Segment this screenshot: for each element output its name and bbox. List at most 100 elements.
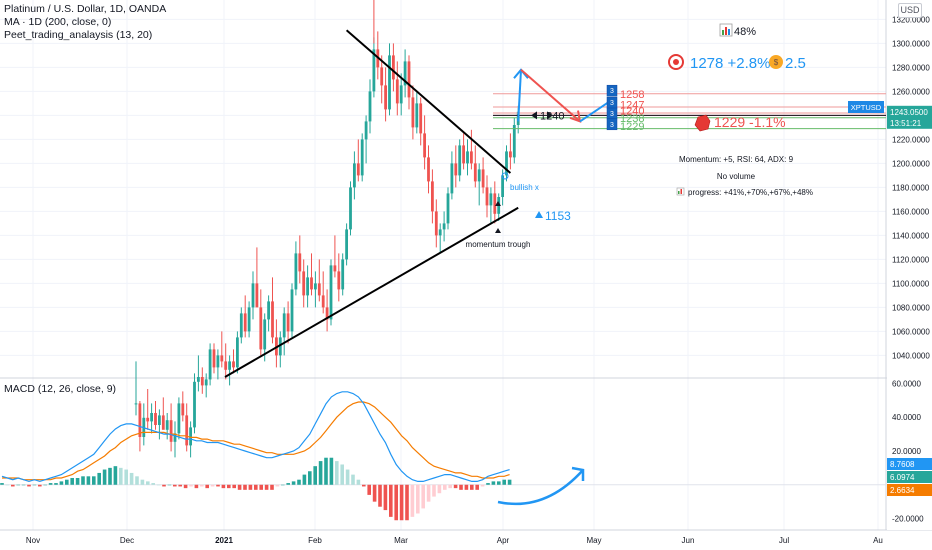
stop-sign-icon bbox=[694, 114, 711, 132]
candle-body bbox=[177, 403, 181, 434]
candle-body bbox=[271, 301, 274, 338]
stats-icon-bar bbox=[725, 27, 727, 35]
macd-histogram-bar bbox=[140, 479, 145, 485]
candle-body bbox=[477, 169, 481, 182]
price-tick-label: 1100.0000 bbox=[892, 279, 930, 288]
macd-tick-label: 40.0000 bbox=[892, 413, 921, 422]
price-axis-bg bbox=[887, 0, 932, 530]
money-bag-icon bbox=[769, 55, 783, 69]
candle-body bbox=[314, 283, 317, 290]
candle-body bbox=[216, 355, 220, 368]
candle-body bbox=[454, 163, 458, 176]
macd-histogram-bar bbox=[48, 483, 53, 485]
macd-histogram-bar bbox=[281, 484, 285, 486]
macd-histogram-bar bbox=[475, 484, 479, 490]
low-marker-icon bbox=[535, 211, 543, 218]
candle-body bbox=[341, 259, 345, 290]
macd-legend[interactable]: MACD (12, 26, close, 9) bbox=[4, 383, 117, 395]
time-tick-label: Feb bbox=[308, 536, 322, 545]
macd-value-badge bbox=[887, 484, 932, 496]
candle-body bbox=[134, 403, 138, 405]
time-tick-label: 2021 bbox=[215, 536, 233, 545]
macd-histogram-bar bbox=[254, 484, 258, 490]
macd-histogram-bar bbox=[378, 484, 382, 507]
macd-tick-label: 20.0000 bbox=[892, 447, 921, 456]
candle-body bbox=[431, 181, 434, 212]
macd-histogram-bar bbox=[421, 484, 425, 509]
candle-body bbox=[419, 103, 423, 134]
macd-histogram-bar bbox=[480, 484, 485, 487]
candle-body bbox=[158, 415, 161, 425]
ma-legend[interactable]: MA · 1D (200, close, 0) bbox=[4, 16, 112, 28]
candle-body bbox=[239, 313, 243, 338]
level-label: 1229 bbox=[620, 121, 644, 133]
macd-panel bbox=[0, 391, 886, 521]
projection-up-line bbox=[517, 69, 522, 122]
macd-value-text: 2.6634 bbox=[890, 486, 915, 495]
macd-histogram-bar bbox=[470, 484, 474, 490]
candle-body bbox=[181, 403, 185, 416]
macd-histogram-bar bbox=[156, 484, 161, 486]
macd-histogram-bar bbox=[21, 484, 26, 486]
macd-histogram-bar bbox=[5, 484, 10, 486]
indicator-legend[interactable]: Peet_trading_analaysis (13, 20) bbox=[4, 29, 153, 41]
candle-body bbox=[423, 133, 426, 158]
macd-histogram-bar bbox=[237, 484, 242, 490]
macd-histogram-bar bbox=[313, 466, 317, 485]
price-tick-label: 1160.0000 bbox=[892, 207, 930, 216]
candle-body bbox=[278, 337, 282, 356]
macd-histogram-bar bbox=[189, 484, 193, 487]
candle-body bbox=[509, 151, 512, 158]
candle-body bbox=[364, 121, 368, 140]
macd-value-text: 8.7608 bbox=[890, 460, 915, 469]
macd-histogram-bar bbox=[297, 479, 301, 485]
candle-body bbox=[368, 91, 372, 122]
macd-histogram-bar bbox=[405, 484, 409, 521]
stats-icon-bar bbox=[722, 30, 724, 35]
macd-histogram-bar bbox=[302, 474, 307, 485]
candle-body bbox=[255, 283, 259, 308]
macd-histogram-bar bbox=[221, 484, 226, 489]
candle-body bbox=[325, 307, 329, 320]
progress-icon-bar bbox=[680, 189, 682, 194]
price-tick-label: 1300.0000 bbox=[892, 39, 930, 48]
macd-histogram-bar bbox=[356, 479, 361, 485]
time-tick-label: Dec bbox=[120, 536, 134, 545]
price-tick-label: 1140.0000 bbox=[892, 231, 930, 240]
macd-histogram-bar bbox=[308, 471, 312, 485]
candle-body bbox=[489, 193, 493, 206]
macd-histogram-bar bbox=[232, 484, 236, 489]
price-tick-label: 1220.0000 bbox=[892, 135, 930, 144]
win-rate-text: 48% bbox=[734, 26, 756, 38]
candle-body bbox=[345, 229, 348, 260]
symbol-legend[interactable]: Platinum / U.S. Dollar, 1D, OANDA bbox=[4, 3, 167, 15]
candle-body bbox=[407, 61, 411, 98]
macd-line bbox=[1, 391, 510, 483]
level-label: 1247 bbox=[620, 100, 644, 112]
macd-histogram-bar bbox=[102, 469, 107, 485]
macd-histogram-bar bbox=[432, 484, 436, 497]
candle-body bbox=[353, 163, 356, 188]
candle-body bbox=[298, 253, 302, 272]
macd-histogram-bar bbox=[372, 484, 377, 502]
candle-body bbox=[388, 55, 391, 110]
candle-body bbox=[247, 307, 251, 332]
time-tick-label: Nov bbox=[26, 536, 40, 545]
time-tick-label: Jun bbox=[682, 536, 695, 545]
macd-histogram-bar bbox=[329, 457, 334, 485]
projection-up-line bbox=[579, 98, 613, 123]
macd-value-badge bbox=[887, 471, 932, 483]
macd-histogram-bar bbox=[124, 469, 128, 485]
candle-body bbox=[493, 193, 497, 214]
macd-histogram-bar bbox=[227, 484, 231, 489]
currency-button[interactable]: USD bbox=[898, 3, 922, 18]
macd-histogram-bar bbox=[410, 484, 415, 517]
macd-histogram-bar bbox=[367, 484, 371, 495]
candle-body bbox=[306, 277, 309, 296]
symbol-badge bbox=[848, 101, 884, 113]
macd-histogram-bar bbox=[399, 484, 404, 521]
candle-body bbox=[232, 361, 235, 368]
